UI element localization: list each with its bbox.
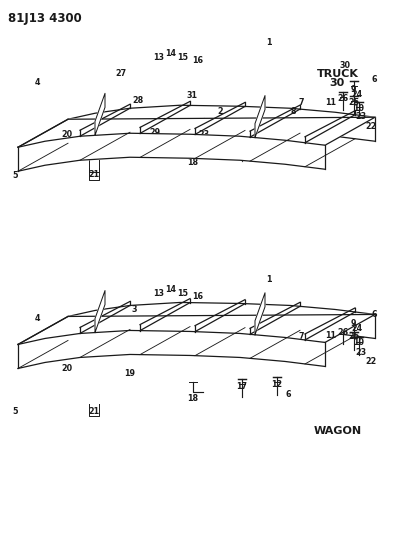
Text: 30: 30 [339,61,350,69]
Text: 16: 16 [192,293,203,301]
Text: 19: 19 [124,369,135,377]
Text: 10: 10 [353,104,364,112]
Text: 8: 8 [290,342,296,351]
Text: 14: 14 [166,49,177,58]
Text: 30: 30 [330,78,345,87]
Text: 21: 21 [89,171,100,179]
Text: 13: 13 [153,53,164,61]
Text: 24: 24 [351,325,362,333]
Text: 3: 3 [131,305,137,313]
Text: 12: 12 [272,381,283,389]
Text: 23: 23 [356,349,367,357]
Text: 22: 22 [366,357,377,366]
Text: TRUCK: TRUCK [316,69,358,78]
Text: 9: 9 [351,85,356,94]
Text: 13: 13 [153,289,164,297]
Polygon shape [95,93,105,135]
Polygon shape [18,330,325,368]
Text: 11: 11 [326,332,337,340]
Text: 1: 1 [267,38,272,47]
Text: 15: 15 [177,289,188,297]
Text: 4: 4 [35,314,40,323]
Text: 27: 27 [115,69,126,77]
Text: 6: 6 [371,310,377,319]
Text: 23: 23 [356,112,367,120]
Text: 5: 5 [12,172,18,180]
Text: 12: 12 [272,145,283,154]
Text: 8: 8 [290,108,296,116]
Polygon shape [255,95,265,138]
Text: 81J13 4300: 81J13 4300 [8,12,82,25]
Text: 9: 9 [351,319,356,328]
Polygon shape [18,133,325,171]
Text: 16: 16 [192,56,203,65]
Text: 25: 25 [349,98,360,107]
Polygon shape [18,117,375,147]
Text: 11: 11 [326,98,337,107]
Text: 7: 7 [298,333,304,341]
Text: 10: 10 [353,338,364,346]
Text: 17: 17 [236,383,247,391]
Text: 14: 14 [166,286,177,294]
Text: 18: 18 [187,158,198,167]
Text: 25: 25 [349,333,360,341]
Text: 31: 31 [186,92,197,100]
Text: 28: 28 [132,96,143,104]
Polygon shape [18,314,375,344]
Text: 7: 7 [298,98,304,107]
Text: WAGON: WAGON [313,426,362,435]
Polygon shape [68,302,375,341]
Polygon shape [255,293,265,335]
Text: 26: 26 [337,94,348,102]
Text: 20: 20 [61,365,72,373]
Text: 17: 17 [236,146,247,155]
Text: 4: 4 [35,78,40,87]
Polygon shape [68,105,375,143]
Polygon shape [95,290,105,333]
Text: 24: 24 [351,91,362,99]
Text: 1: 1 [267,275,272,284]
Text: 29: 29 [149,128,160,136]
Text: 18: 18 [187,394,198,403]
Text: 20: 20 [61,130,72,139]
Text: 23: 23 [198,130,209,139]
Text: 6: 6 [286,390,291,399]
Text: 2: 2 [217,344,223,353]
Text: 5: 5 [12,407,18,416]
Text: 22: 22 [366,123,377,131]
Text: 21: 21 [89,407,100,416]
Text: 26: 26 [337,328,348,337]
Text: 2: 2 [217,108,223,116]
Text: 32: 32 [142,133,153,142]
Text: 15: 15 [177,53,188,61]
Text: 6: 6 [371,76,377,84]
